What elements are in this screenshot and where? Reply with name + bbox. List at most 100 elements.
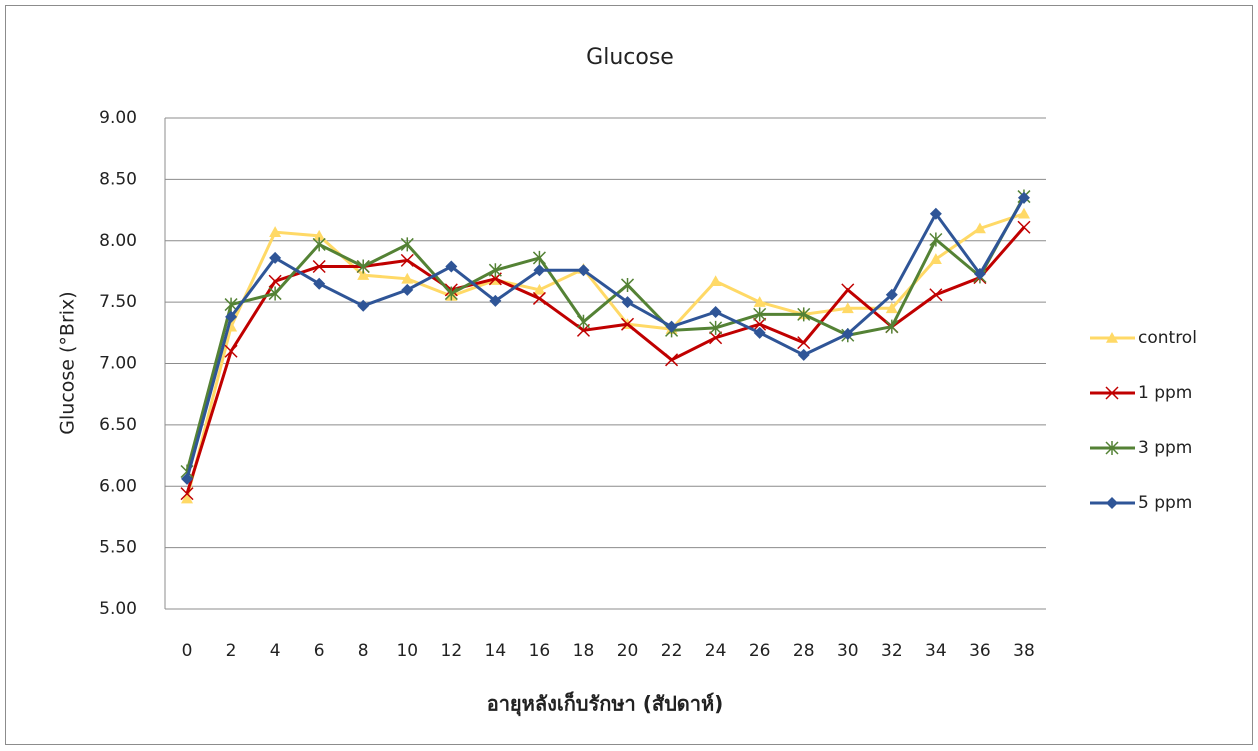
x-tick-label: 24 <box>705 641 727 661</box>
x-tick-label: 18 <box>573 641 595 661</box>
point-marker <box>180 487 194 501</box>
x-tick-label: 16 <box>529 641 551 661</box>
point-marker <box>973 222 986 234</box>
point-marker <box>356 259 370 274</box>
x-tick-label: 8 <box>358 641 369 661</box>
legend-label: 5 ppm <box>1138 493 1192 513</box>
x-tick-label: 12 <box>441 641 463 661</box>
chart-border <box>5 5 1253 745</box>
point-marker <box>533 283 546 295</box>
x-tick-label: 10 <box>396 641 418 661</box>
point-marker <box>885 319 899 334</box>
point-marker <box>973 267 986 280</box>
point-marker <box>445 260 458 273</box>
point-marker <box>665 353 679 367</box>
point-marker <box>357 299 370 312</box>
x-tick-label: 20 <box>617 641 639 661</box>
point-marker <box>181 472 194 485</box>
point-marker <box>665 320 678 333</box>
point-marker <box>885 302 898 314</box>
y-tick-label: 7.00 <box>99 354 137 374</box>
point-marker <box>709 320 723 335</box>
point-marker <box>357 269 370 280</box>
point-marker <box>313 277 326 290</box>
y-tick-label: 5.00 <box>99 599 137 619</box>
point-marker <box>312 259 326 274</box>
point-marker <box>753 307 767 322</box>
point-marker <box>620 317 635 331</box>
x-tick-label: 30 <box>837 641 859 661</box>
point-marker <box>709 275 722 287</box>
x-axis-label: อายุหลังเก็บรักษา (สัปดาห์) <box>487 691 724 717</box>
point-marker <box>885 288 898 301</box>
point-marker <box>929 232 943 247</box>
point-marker <box>401 272 414 284</box>
point-marker <box>401 283 414 296</box>
x-tick-label: 38 <box>1013 641 1035 661</box>
point-marker <box>621 296 634 309</box>
y-tick-label: 8.50 <box>99 169 137 189</box>
x-tick-label: 36 <box>969 641 991 661</box>
point-marker <box>576 314 591 329</box>
legend-label: control <box>1138 328 1197 348</box>
x-tick-label: 14 <box>485 641 507 661</box>
point-marker <box>312 237 326 252</box>
point-marker <box>797 307 811 322</box>
y-axis-label: Glucose (°Brix) <box>57 291 79 434</box>
y-tick-label: 6.50 <box>99 415 137 435</box>
point-marker <box>532 250 546 265</box>
point-marker <box>268 274 282 288</box>
point-marker <box>753 296 766 307</box>
point-marker <box>400 253 414 267</box>
point-marker <box>533 264 546 277</box>
point-marker <box>929 207 942 220</box>
x-tick-label: 0 <box>182 641 193 661</box>
legend-label: 1 ppm <box>1138 383 1192 403</box>
legend-marker <box>1106 332 1118 343</box>
y-tick-label: 8.00 <box>99 231 137 251</box>
point-marker <box>489 294 502 307</box>
point-marker <box>929 253 942 264</box>
point-marker <box>224 344 238 358</box>
point-marker <box>709 331 723 345</box>
point-marker <box>444 286 458 301</box>
point-marker <box>797 336 811 350</box>
point-marker <box>797 348 810 361</box>
x-tick-label: 6 <box>314 641 325 661</box>
point-marker <box>269 251 282 264</box>
x-tick-label: 2 <box>226 641 237 661</box>
x-tick-label: 34 <box>925 641 947 661</box>
series-line <box>185 195 1026 472</box>
point-marker <box>929 288 943 302</box>
point-marker <box>577 264 590 277</box>
y-tick-label: 9.00 <box>99 108 137 128</box>
point-marker <box>400 237 414 252</box>
y-tick-label: 6.00 <box>99 476 137 496</box>
series-line <box>185 226 1026 495</box>
point-marker <box>753 326 766 339</box>
series-line <box>185 197 1026 480</box>
point-marker <box>532 291 546 305</box>
point-marker <box>753 317 767 331</box>
x-tick-label: 28 <box>793 641 815 661</box>
point-marker <box>225 310 238 323</box>
chart-title: Glucose <box>586 45 674 70</box>
point-marker <box>841 328 854 341</box>
point-marker <box>1017 191 1030 204</box>
point-marker <box>1017 220 1031 234</box>
y-tick-label: 7.50 <box>99 292 137 312</box>
series-line <box>185 212 1025 499</box>
legend-marker <box>1105 441 1119 455</box>
point-marker <box>841 283 855 297</box>
x-tick-label: 32 <box>881 641 903 661</box>
x-tick-label: 22 <box>661 641 683 661</box>
point-marker <box>1017 207 1030 219</box>
point-marker <box>709 305 722 318</box>
point-marker <box>313 229 326 241</box>
point-marker <box>224 297 238 312</box>
point-marker <box>268 286 282 301</box>
legend-label: 3 ppm <box>1138 438 1192 458</box>
x-tick-label: 4 <box>270 641 281 661</box>
point-marker <box>488 263 502 278</box>
